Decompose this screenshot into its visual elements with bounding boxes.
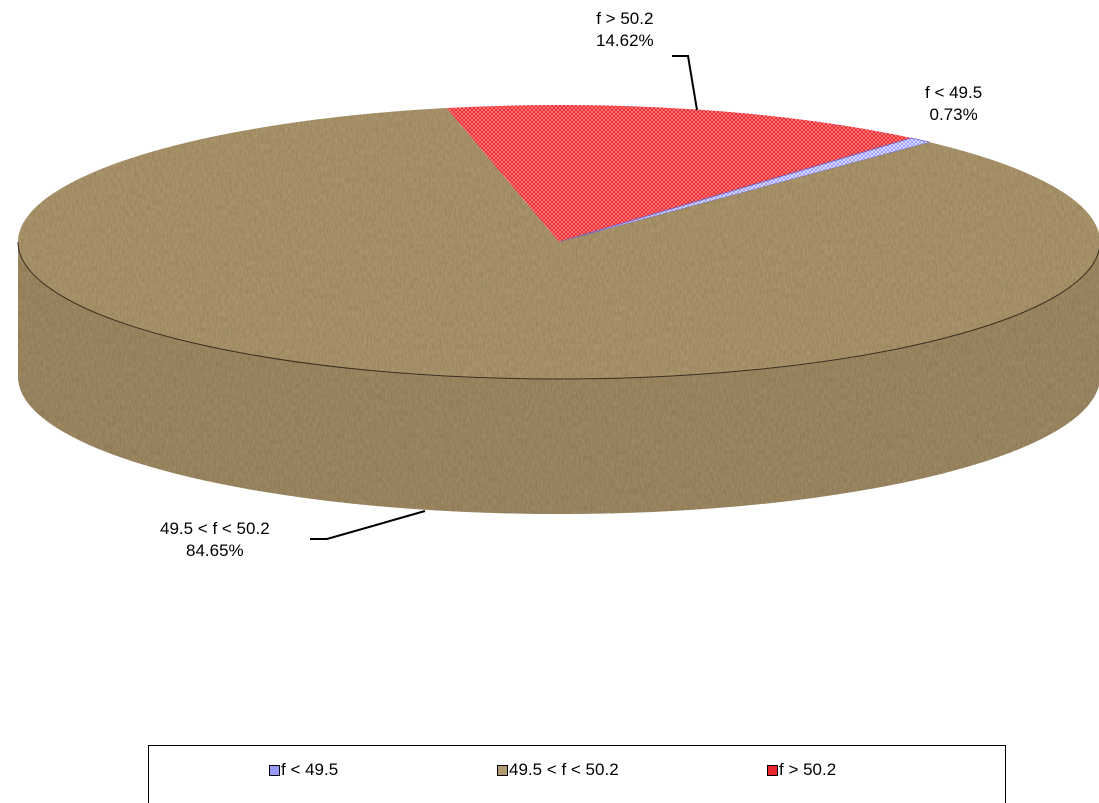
pie-slice <box>18 107 1099 379</box>
legend-item-f-below: f < 49.5 <box>269 760 338 780</box>
slice-label-value: 14.62% <box>596 31 654 50</box>
chart-legend: f < 49.5 49.5 < f < 50.2 f > 50.2 <box>148 745 1006 803</box>
legend-swatch <box>269 764 280 776</box>
pie-slice <box>446 105 912 242</box>
slice-label-name: 49.5 < f < 50.2 <box>160 519 270 538</box>
legend-label: f > 50.2 <box>779 760 837 779</box>
legend-label: f < 49.5 <box>281 760 339 779</box>
slice-label-name: f < 49.5 <box>925 83 983 102</box>
pie-slice <box>558 137 930 243</box>
legend-swatch <box>767 764 778 776</box>
slice-label-value: 0.73% <box>929 105 978 124</box>
leader-line-f-mid <box>310 510 426 540</box>
legend-item-f-mid: 49.5 < f < 50.2 <box>497 760 619 780</box>
leader-line-f-above <box>672 55 698 111</box>
slice-label-f-mid: 49.5 < f < 50.2 84.65% <box>160 518 270 562</box>
legend-label: 49.5 < f < 50.2 <box>509 760 619 779</box>
slice-label-f-above: f > 50.2 14.62% <box>596 8 654 52</box>
pie-top-edge <box>17 241 1099 380</box>
legend-item-f-above: f > 50.2 <box>767 760 836 780</box>
slice-label-value: 84.65% <box>185 541 244 560</box>
slice-label-f-below: f < 49.5 0.73% <box>925 82 982 126</box>
legend-swatch <box>497 764 508 776</box>
pie-side-wall <box>18 242 1099 514</box>
slice-label-name: f > 50.2 <box>596 9 654 28</box>
pie-side-shade <box>18 242 1099 514</box>
